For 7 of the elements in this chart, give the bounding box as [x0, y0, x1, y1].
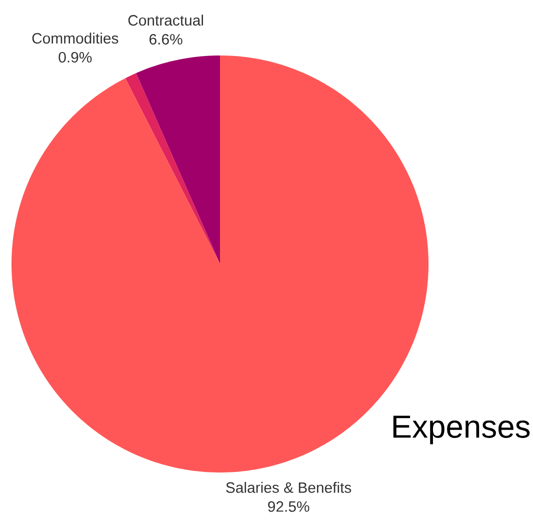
- slice-label: Salaries & Benefits: [226, 482, 352, 493]
- data-label: 0.9%: [58, 52, 92, 63]
- slice-label: Contractual: [128, 14, 203, 26]
- data-label: 6.6%: [150, 34, 182, 45]
- data-label: 92.5%: [268, 501, 310, 512]
- text: Expenses: [393, 416, 530, 444]
- slice-label: Commodities: [32, 32, 118, 44]
